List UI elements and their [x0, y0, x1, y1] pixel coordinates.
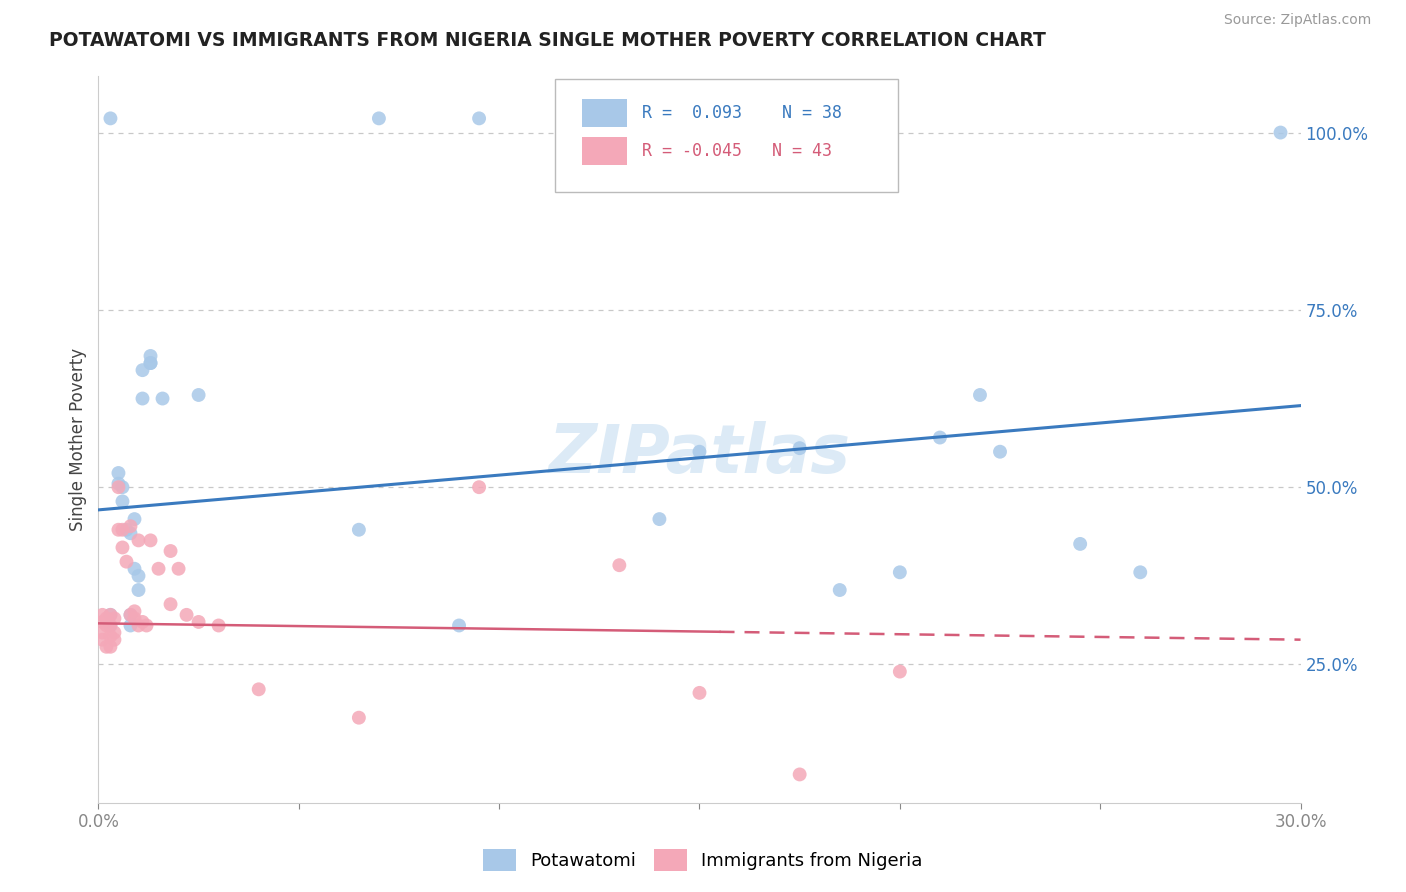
Point [124, 562, 146, 576]
Point [167, 562, 190, 576]
Point [789, 767, 811, 781]
Point [609, 558, 631, 573]
Point [91, 632, 114, 647]
Point [128, 582, 150, 597]
Point [111, 494, 134, 508]
Point [115, 555, 138, 569]
Point [889, 665, 911, 679]
Point [96, 611, 118, 625]
Point [681, 112, 703, 126]
Point [139, 533, 162, 548]
Text: R =  0.093    N = 38: R = 0.093 N = 38 [641, 103, 842, 122]
Point [103, 611, 125, 625]
Text: R = -0.045   N = 43: R = -0.045 N = 43 [641, 142, 832, 160]
Point [1270, 126, 1292, 140]
Point [128, 533, 150, 548]
Point [247, 682, 270, 697]
Text: ZIPatlas: ZIPatlas [548, 421, 851, 487]
Legend: Potawatomi, Immigrants from Nigeria: Potawatomi, Immigrants from Nigeria [477, 842, 929, 879]
Point [100, 607, 122, 622]
Point [648, 512, 671, 526]
Point [111, 480, 134, 494]
Point [131, 363, 153, 377]
Point [100, 618, 122, 632]
FancyBboxPatch shape [555, 79, 898, 192]
Point [969, 388, 991, 402]
Text: Source: ZipAtlas.com: Source: ZipAtlas.com [1223, 13, 1371, 28]
Point [139, 356, 162, 370]
Point [347, 711, 370, 725]
Point [148, 562, 170, 576]
Point [100, 618, 122, 632]
Point [828, 582, 851, 597]
Point [187, 615, 209, 629]
Point [120, 607, 142, 622]
Point [91, 607, 114, 622]
Point [100, 640, 122, 654]
Point [468, 480, 491, 494]
Point [96, 618, 118, 632]
FancyBboxPatch shape [582, 99, 627, 127]
Point [124, 604, 146, 618]
Point [111, 541, 134, 555]
Point [111, 523, 134, 537]
Point [347, 523, 370, 537]
Point [100, 607, 122, 622]
Point [96, 640, 118, 654]
Point [100, 629, 122, 643]
Point [91, 625, 114, 640]
Point [187, 388, 209, 402]
Point [120, 607, 142, 622]
Point [1069, 537, 1091, 551]
Point [208, 618, 231, 632]
Point [115, 523, 138, 537]
FancyBboxPatch shape [582, 136, 627, 164]
Point [107, 466, 129, 480]
Point [139, 349, 162, 363]
Point [131, 392, 153, 406]
Point [988, 444, 1011, 458]
Point [120, 519, 142, 533]
Point [120, 618, 142, 632]
Point [468, 112, 491, 126]
Point [120, 526, 142, 541]
Point [103, 625, 125, 640]
Text: POTAWATOMI VS IMMIGRANTS FROM NIGERIA SINGLE MOTHER POVERTY CORRELATION CHART: POTAWATOMI VS IMMIGRANTS FROM NIGERIA SI… [49, 31, 1046, 50]
Point [889, 566, 911, 580]
Point [368, 112, 391, 126]
Point [135, 618, 157, 632]
Point [103, 632, 125, 647]
Point [128, 569, 150, 583]
Point [689, 686, 711, 700]
Point [100, 112, 122, 126]
Point [107, 480, 129, 494]
Point [176, 607, 198, 622]
Point [91, 615, 114, 629]
Point [159, 597, 181, 611]
Point [689, 444, 711, 458]
Point [107, 476, 129, 491]
Point [929, 431, 952, 445]
Point [124, 512, 146, 526]
Point [124, 611, 146, 625]
Point [152, 392, 174, 406]
Point [447, 618, 470, 632]
Point [661, 112, 683, 126]
Y-axis label: Single Mother Poverty: Single Mother Poverty [69, 348, 87, 531]
Point [159, 544, 181, 558]
Point [107, 523, 129, 537]
Point [131, 615, 153, 629]
Point [128, 618, 150, 632]
Point [1129, 566, 1152, 580]
Point [139, 356, 162, 370]
Point [789, 441, 811, 455]
